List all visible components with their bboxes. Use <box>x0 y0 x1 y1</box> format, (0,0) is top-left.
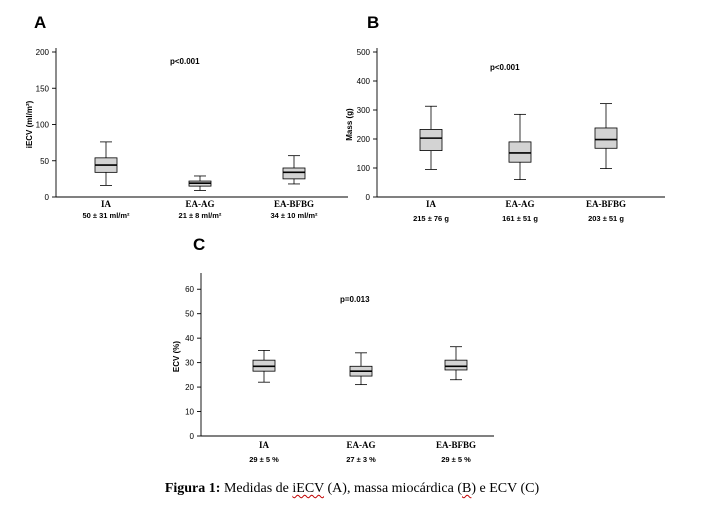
summary-stat-c: 29 ± 5 % <box>249 455 279 464</box>
panel-label-b: B <box>367 13 379 32</box>
category-label-b: EA-AG <box>506 199 535 209</box>
p-value-c: p=0.013 <box>340 295 370 304</box>
category-label-b: IA <box>426 199 437 209</box>
summary-stat-c: 29 ± 5 % <box>441 455 471 464</box>
y-axis-label-a: iECV (ml/m²) <box>25 100 34 148</box>
y-tick-label-b: 200 <box>357 135 371 144</box>
summary-stat-a: 21 ± 8 ml/m² <box>179 211 222 220</box>
caption-iecv: iECV <box>292 481 325 496</box>
summary-stat-b: 203 ± 51 g <box>588 214 624 223</box>
box-c <box>444 359 468 371</box>
summary-stat-b: 161 ± 51 g <box>502 214 538 223</box>
caption-before: Medidas de <box>220 481 293 496</box>
summary-stat-b: 215 ± 76 g <box>413 214 449 223</box>
caption-b: B <box>462 481 472 496</box>
y-tick-label-c: 60 <box>185 285 194 294</box>
y-tick-label-c: 50 <box>185 310 194 319</box>
caption-middle: (A), massa miocárdica ( <box>324 481 463 496</box>
summary-stat-a: 50 ± 31 ml/m² <box>82 211 130 220</box>
category-label-a: EA-AG <box>186 199 215 209</box>
panel-label-a: A <box>34 13 46 32</box>
box-a <box>282 167 306 180</box>
y-tick-label-a: 100 <box>36 121 50 130</box>
y-tick-label-c: 10 <box>185 408 194 417</box>
category-label-a: EA-BFBG <box>274 199 314 209</box>
y-tick-label-b: 0 <box>366 193 371 202</box>
caption-prefix: Figura 1: <box>164 481 221 496</box>
category-label-a: IA <box>101 199 112 209</box>
p-value-a: p<0.001 <box>170 57 200 66</box>
summary-stat-c: 27 ± 3 % <box>346 455 376 464</box>
category-label-c: EA-BFBG <box>436 440 476 450</box>
y-tick-label-c: 30 <box>185 359 194 368</box>
y-tick-label-b: 300 <box>357 106 371 115</box>
summary-stat-a: 34 ± 10 ml/m² <box>270 211 318 220</box>
y-tick-label-a: 0 <box>45 193 50 202</box>
y-tick-label-b: 100 <box>357 164 371 173</box>
p-value-b: p<0.001 <box>490 63 520 72</box>
category-label-c: IA <box>259 440 270 450</box>
y-tick-label-a: 50 <box>40 157 49 166</box>
y-tick-label-b: 400 <box>357 77 371 86</box>
y-axis-label-c: ECV (%) <box>172 341 181 372</box>
category-label-c: EA-AG <box>347 440 376 450</box>
y-tick-label-c: 0 <box>190 432 195 441</box>
box-b <box>594 127 618 149</box>
panel-label-c: C <box>193 235 205 254</box>
y-tick-label-c: 20 <box>185 383 194 392</box>
y-tick-label-a: 150 <box>36 84 50 93</box>
y-tick-label-a: 200 <box>36 48 50 57</box>
y-tick-label-c: 40 <box>185 334 194 343</box>
figure-caption: Figura 1: Medidas de iECV (A), massa mio… <box>0 481 704 497</box>
category-label-b: EA-BFBG <box>586 199 626 209</box>
box-b <box>508 141 532 163</box>
y-axis-label-b: Mass (g) <box>345 108 354 141</box>
caption-after: ) e ECV (C) <box>471 481 540 496</box>
y-tick-label-b: 500 <box>357 48 371 57</box>
box-b <box>419 129 443 151</box>
